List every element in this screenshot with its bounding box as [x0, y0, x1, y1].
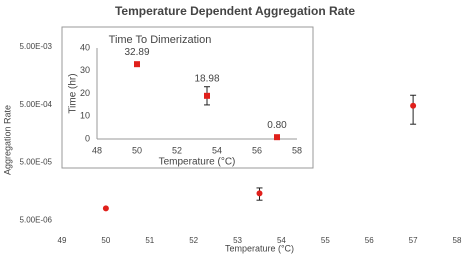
y-tick-label: 5.00E-06 — [20, 215, 53, 224]
data-point — [204, 92, 210, 99]
y-tick-label: 40 — [80, 42, 90, 52]
x-tick-label: 56 — [365, 236, 374, 245]
chart-title: Temperature Dependent Aggregation Rate — [115, 4, 355, 18]
y-axis-label: Time (hr) — [68, 73, 79, 113]
y-tick-label: 10 — [80, 111, 90, 121]
x-tick-label: 50 — [101, 236, 110, 245]
y-tick-label: 20 — [80, 88, 90, 98]
y-tick-label: 0 — [85, 133, 90, 143]
x-axis-label: Temperature (°C) — [225, 243, 294, 253]
x-tick-label: 57 — [409, 236, 418, 245]
x-tick-label: 54 — [212, 145, 222, 155]
data-label: 32.89 — [124, 47, 149, 58]
x-tick-label: 52 — [172, 145, 182, 155]
x-tick-label: 54 — [277, 236, 286, 245]
y-tick-label: 5.00E-05 — [20, 158, 53, 167]
x-tick-label: 51 — [145, 236, 154, 245]
x-tick-label: 56 — [252, 145, 262, 155]
data-point — [134, 61, 140, 68]
y-tick-label: 30 — [80, 65, 90, 75]
x-tick-label: 55 — [321, 236, 330, 245]
x-axis-label: Temperature (°C) — [159, 157, 236, 168]
data-point — [102, 205, 109, 212]
data-point — [256, 190, 263, 197]
chart-title: Time To Dimerization — [109, 34, 212, 46]
y-tick-label: 5.00E-03 — [20, 42, 53, 51]
inset-frame — [61, 26, 314, 169]
x-tick-label: 52 — [189, 236, 198, 245]
x-tick-label: 48 — [92, 145, 102, 155]
y-axis-label: Aggregation Rate — [2, 105, 12, 175]
x-tick-label: 58 — [453, 236, 462, 245]
x-tick-label: 50 — [132, 145, 142, 155]
data-point — [410, 102, 417, 109]
y-tick-label: 5.00E-04 — [20, 100, 53, 109]
data-point — [274, 134, 280, 141]
data-label: 18.98 — [194, 73, 219, 84]
x-tick-label: 53 — [233, 236, 242, 245]
x-tick-label: 49 — [58, 236, 67, 245]
x-tick-label: 58 — [292, 145, 302, 155]
data-label: 0.80 — [267, 120, 287, 131]
